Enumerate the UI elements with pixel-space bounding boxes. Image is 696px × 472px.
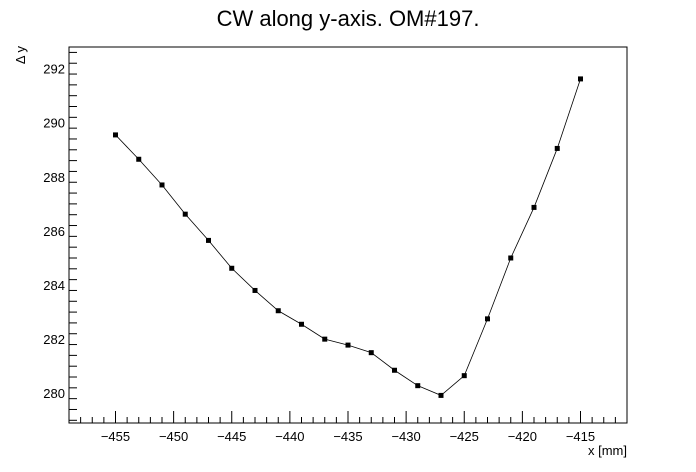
y-tick-label: 290 xyxy=(43,116,65,131)
y-tick-label: 292 xyxy=(43,62,65,77)
x-axis: −455 −450 −445 −440 −435 −430 −425 −420 −415 xyxy=(80,411,616,444)
data-point xyxy=(206,237,211,243)
y-tick-label: 284 xyxy=(43,278,65,293)
x-tick-label: −420 xyxy=(508,429,537,444)
y-tick-label: 286 xyxy=(43,224,65,239)
y-tick-label: 288 xyxy=(43,170,65,185)
data-point xyxy=(136,156,142,162)
data-point xyxy=(554,145,560,151)
x-tick-label: −440 xyxy=(275,429,304,444)
x-tick-label: −450 xyxy=(159,429,188,444)
x-axis-label: x [mm] xyxy=(588,443,627,458)
data-point xyxy=(252,287,258,293)
x-tick-label: −435 xyxy=(333,429,362,444)
data-point xyxy=(392,367,397,373)
data-point xyxy=(485,316,490,322)
x-tick-label: −445 xyxy=(217,429,246,444)
data-point xyxy=(368,350,374,356)
data-point xyxy=(275,308,281,314)
data-point xyxy=(113,132,118,138)
x-tick-label: −430 xyxy=(391,429,420,444)
chart-title: CW along y-axis. OM#197. xyxy=(217,6,480,31)
y-tick-label: 282 xyxy=(43,332,65,347)
data-point xyxy=(229,265,235,271)
data-point xyxy=(461,373,467,379)
x-tick-label: −415 xyxy=(566,429,595,444)
data-point xyxy=(182,211,188,217)
data-point xyxy=(531,204,537,210)
data-point xyxy=(322,336,328,342)
x-tick-label: −455 xyxy=(101,429,130,444)
data-point xyxy=(438,392,444,398)
data-point xyxy=(508,255,514,261)
data-point xyxy=(345,342,351,348)
data-point xyxy=(159,182,165,188)
x-tick-label: −425 xyxy=(450,429,479,444)
data-point xyxy=(578,76,583,82)
y-axis: 280 282 284 286 288 290 292 xyxy=(43,51,77,421)
data-point xyxy=(299,321,304,327)
y-tick-label: 280 xyxy=(43,386,65,401)
series-group xyxy=(113,76,583,398)
data-point xyxy=(415,383,421,389)
y-axis-label: Δ y xyxy=(13,46,28,65)
